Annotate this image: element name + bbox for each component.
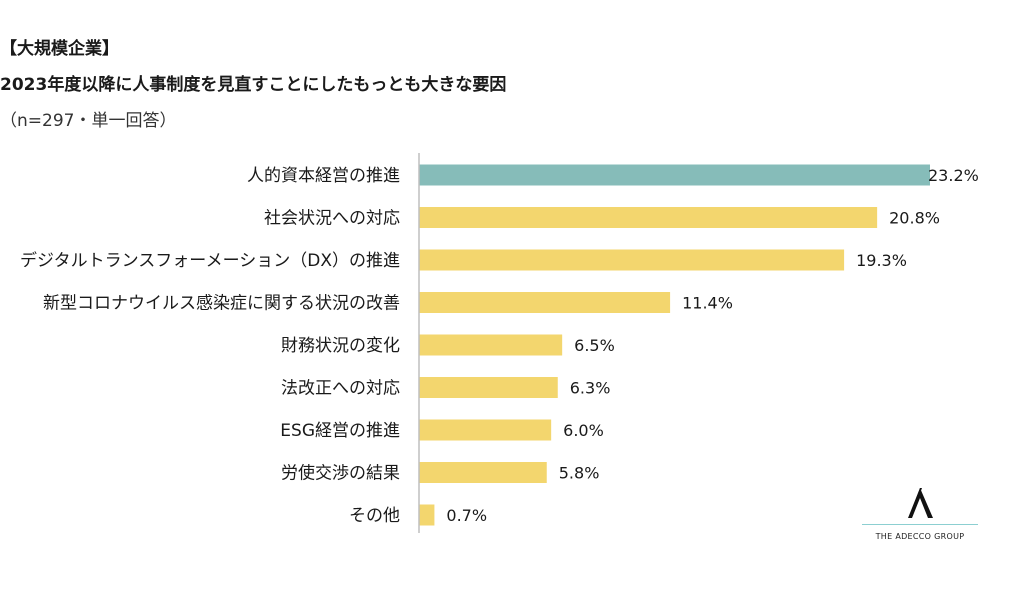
- bar: [419, 292, 671, 313]
- bar: [419, 334, 563, 356]
- category-label: 新型コロナウイルス感染症に関する状況の改善: [43, 294, 400, 314]
- bar: [419, 504, 435, 526]
- data-label: 6.5%: [574, 336, 615, 355]
- data-label: 5.8%: [559, 464, 600, 483]
- category-label: 人的資本経営の推進: [247, 166, 400, 186]
- category-label: デジタルトランスフォーメーション（DX）の推進: [20, 250, 400, 271]
- chart-title-main: 2023年度以降に人事制度を見直すことにしたもっとも大きな要因: [0, 75, 507, 95]
- logo-divider: [862, 524, 978, 525]
- data-label: 11.4%: [682, 294, 733, 313]
- category-label: 社会状況への対応: [264, 209, 400, 229]
- category-label: 法改正への対応: [281, 379, 400, 399]
- category-label: 財務状況の変化: [281, 336, 400, 356]
- bar: [419, 419, 552, 441]
- category-label: 労使交渉の結果: [281, 463, 400, 484]
- bar: [419, 207, 878, 228]
- logo-text: THE ADECCO GROUP: [875, 532, 965, 541]
- data-label: 23.2%: [928, 166, 979, 185]
- data-label: 0.7%: [446, 506, 487, 525]
- data-label: 6.3%: [570, 379, 611, 398]
- bar: [419, 462, 547, 483]
- bar: [419, 377, 558, 398]
- category-label: ESG経営の推進: [280, 421, 400, 441]
- bar: [419, 249, 845, 271]
- chart-title-segment: 【大規模企業】: [0, 39, 119, 59]
- adecco-logo: THE ADECCO GROUP: [862, 486, 980, 548]
- data-label: 20.8%: [889, 209, 940, 228]
- chart-subtitle: （n=297・単一回答）: [0, 111, 177, 131]
- data-label: 6.0%: [563, 421, 604, 440]
- category-label: その他: [349, 506, 400, 526]
- adecco-a-icon: [908, 488, 933, 518]
- bar: [419, 164, 930, 186]
- data-label: 19.3%: [856, 251, 907, 270]
